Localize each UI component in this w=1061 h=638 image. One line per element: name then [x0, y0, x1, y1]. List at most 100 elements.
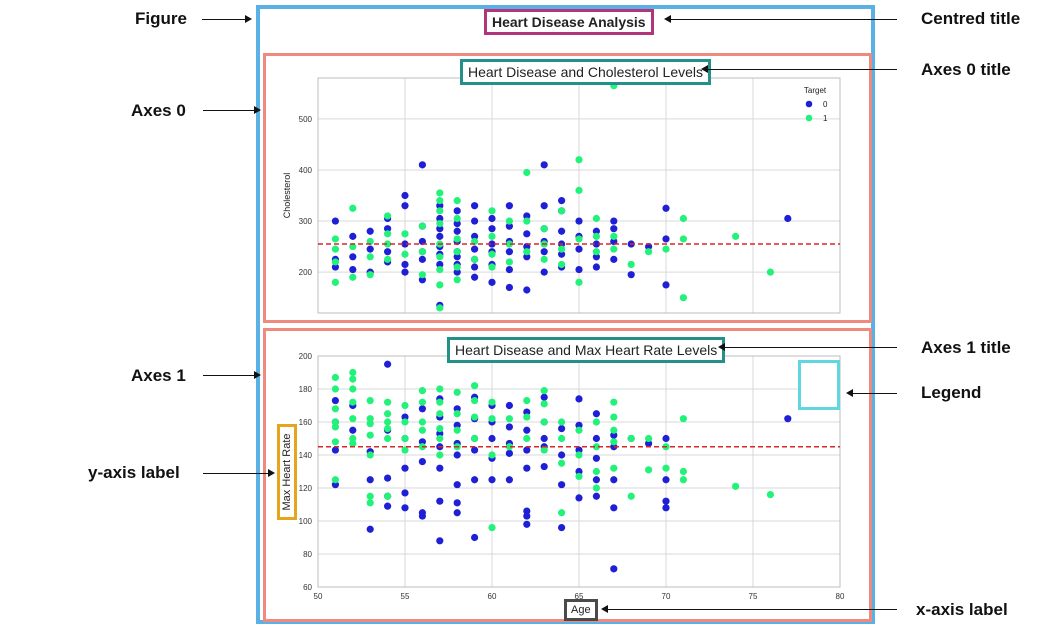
- scatter-point-target-0: [384, 360, 392, 368]
- scatter-point-target-1: [575, 451, 583, 459]
- scatter-point-target-1: [453, 248, 461, 256]
- arrow-centred-title-line: [671, 19, 897, 20]
- axes0-title: Heart Disease and Cholesterol Levels: [460, 59, 712, 85]
- y-tick-label: 500: [299, 115, 313, 124]
- scatter-point-target-0: [453, 219, 461, 228]
- scatter-point-target-0: [610, 255, 618, 263]
- y-tick-label: 200: [299, 268, 313, 277]
- scatter-point-target-1: [592, 232, 601, 240]
- scatter-point-target-0: [436, 260, 444, 269]
- scatter-point-target-1: [401, 434, 409, 443]
- annotation-centred-title: Centred title: [921, 9, 1021, 28]
- scatter-point-target-1: [679, 415, 688, 423]
- scatter-point-target-1: [505, 217, 513, 225]
- x-tick-label: 55: [401, 592, 410, 601]
- scatter-point-target-1: [349, 398, 357, 406]
- scatter-point-target-1: [418, 418, 426, 426]
- scatter-point-target-0: [349, 232, 357, 240]
- scatter-point-target-0: [471, 202, 479, 210]
- scatter-point-target-1: [488, 398, 496, 406]
- scatter-point-target-0: [418, 512, 426, 520]
- scatter-point-target-1: [471, 413, 479, 421]
- scatter-point-target-1: [732, 232, 740, 240]
- scatter-point-target-1: [558, 260, 566, 269]
- annotation-x-axis-label: x-axis label: [916, 600, 1008, 619]
- scatter-point-target-0: [401, 464, 409, 472]
- x-tick-label: 60: [488, 592, 497, 601]
- annotation-legend: Legend: [921, 383, 982, 402]
- scatter-point-target-1: [610, 464, 618, 472]
- x-tick-label: 80: [836, 592, 845, 601]
- scatter-point-target-0: [592, 454, 601, 462]
- scatter-point-target-1: [679, 214, 688, 223]
- scatter-point-target-0: [575, 217, 583, 225]
- scatter-point-target-1: [505, 443, 513, 451]
- scatter-point-target-0: [610, 225, 618, 233]
- x-tick-label: 65: [575, 592, 584, 601]
- scatter-point-target-0: [540, 393, 548, 401]
- axes0-ylabel: Cholesterol: [282, 173, 292, 219]
- scatter-point-target-1: [610, 245, 618, 253]
- scatter-point-target-0: [401, 268, 409, 276]
- scatter-point-target-0: [436, 537, 444, 545]
- scatter-point-target-1: [679, 294, 688, 302]
- scatter-point-target-0: [592, 410, 601, 418]
- scatter-point-target-0: [384, 502, 392, 510]
- scatter-point-target-0: [523, 507, 531, 515]
- scatter-point-target-1: [453, 388, 461, 396]
- scatter-point-target-0: [662, 497, 670, 505]
- y-tick-label: 400: [299, 166, 313, 175]
- scatter-point-target-1: [331, 373, 339, 382]
- scatter-point-target-1: [732, 482, 740, 490]
- scatter-point-target-1: [679, 476, 688, 484]
- scatter-point-target-1: [331, 418, 339, 426]
- scatter-point-target-0: [523, 512, 531, 520]
- scatter-point-target-0: [575, 265, 583, 274]
- scatter-point-target-1: [366, 492, 374, 500]
- scatter-point-target-0: [366, 476, 374, 484]
- scatter-point-target-0: [488, 214, 496, 223]
- scatter-point-target-0: [453, 405, 461, 413]
- y-tick-label: 180: [299, 385, 313, 394]
- scatter-point-target-1: [558, 245, 566, 253]
- scatter-point-target-1: [558, 509, 566, 517]
- arrow-xlabel-head: [601, 605, 608, 613]
- scatter-point-target-1: [575, 235, 583, 243]
- scatter-point-target-1: [766, 268, 775, 276]
- scatter-point-target-0: [505, 202, 513, 210]
- annotation-axes1-title: Axes 1 title: [921, 338, 1011, 357]
- y-tick-label: 80: [303, 550, 312, 559]
- scatter-point-target-1: [384, 255, 392, 263]
- scatter-point-target-0: [401, 202, 409, 210]
- scatter-point-target-0: [540, 268, 548, 276]
- scatter-point-target-0: [331, 217, 339, 225]
- scatter-point-target-1: [331, 438, 339, 446]
- scatter-point-target-0: [592, 227, 601, 235]
- scatter-point-target-1: [418, 387, 426, 395]
- scatter-point-target-1: [610, 398, 618, 406]
- scatter-point-target-0: [523, 286, 531, 294]
- scatter-point-target-1: [558, 434, 566, 443]
- scatter-point-target-0: [662, 281, 670, 289]
- y-tick-label: 60: [303, 583, 312, 592]
- scatter-point-target-1: [592, 248, 601, 256]
- annotation-axes1: Axes 1: [131, 366, 186, 385]
- scatter-point-target-0: [366, 525, 374, 533]
- arrow-axes0-line: [203, 110, 254, 111]
- scatter-point-target-0: [436, 214, 444, 223]
- axes1-xlabel: Age: [564, 599, 598, 621]
- scatter-point-target-0: [558, 425, 566, 433]
- scatter-point-target-0: [592, 476, 601, 484]
- scatter-point-target-0: [662, 434, 670, 443]
- scatter-point-target-1: [453, 214, 461, 223]
- scatter-point-target-0: [540, 248, 548, 256]
- legend-marker: [805, 100, 813, 108]
- scatter-point-target-0: [401, 191, 409, 200]
- legend-label: 1: [823, 114, 828, 123]
- scatter-point-target-0: [592, 492, 601, 500]
- scatter-point-target-0: [418, 276, 426, 284]
- scatter-point-target-1: [662, 245, 670, 253]
- scatter-point-target-1: [331, 245, 339, 253]
- scatter-point-target-0: [366, 245, 374, 253]
- legend-highlight-box: [798, 360, 840, 410]
